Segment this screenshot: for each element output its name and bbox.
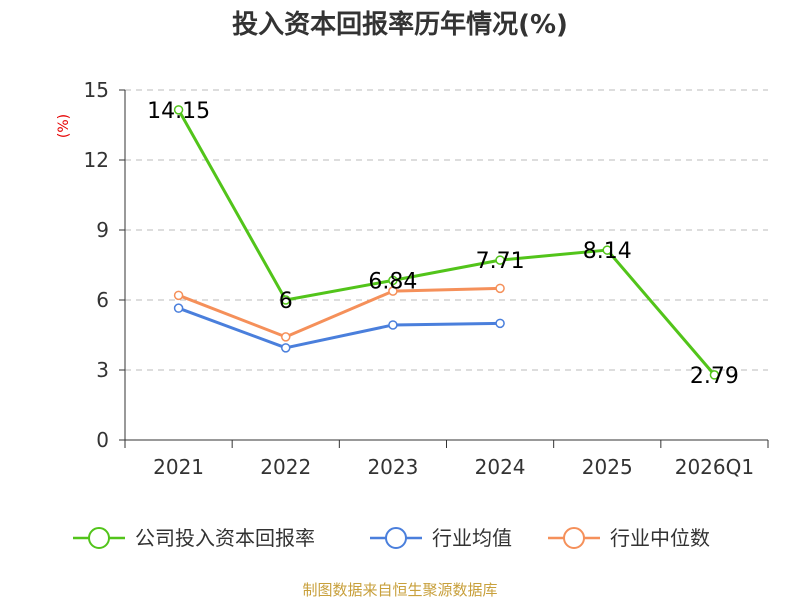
source-note: 制图数据来自恒生聚源数据库 [302,581,497,599]
data-point [281,332,291,342]
data-label: 2.79 [690,364,739,389]
x-tick-label: 2024 [475,455,526,479]
x-tick-label: 2023 [367,455,418,479]
data-point [281,295,291,305]
legend-item[interactable]: 公司投入资本回报率 [73,526,315,550]
legend-swatch-marker [88,527,110,549]
legend-item[interactable]: 行业中位数 [548,526,710,550]
legend-label: 行业中位数 [610,526,710,550]
series-line [177,109,716,376]
data-point [709,370,720,380]
data-label: 14.15 [147,99,210,124]
x-tick-label: 2026Q1 [675,455,754,479]
data-point [495,283,505,294]
y-tick-label: 6 [96,288,109,312]
data-label-layer: 14.15 6 6.84 7.71 8.14 2.79 [147,99,739,389]
axis-layer: 0 3 6 9 12 15 2021 2022 2023 2024 2025 2026Q1 [84,78,769,479]
data-label: 6 [279,289,293,314]
x-tick-label: 2022 [260,455,311,479]
data-point [495,318,505,329]
series-line [178,286,501,339]
data-point [281,343,291,353]
y-tick-label: 0 [96,428,109,452]
grid-layer [125,89,768,371]
y-tick-label: 15 [84,78,109,102]
legend-item[interactable]: 行业均值 [370,526,512,550]
data-point [388,320,398,330]
data-point [173,303,184,313]
data-point [602,245,612,255]
series-line [178,306,501,350]
data-point [388,275,398,286]
series-0 [173,105,720,380]
legend-swatch-marker [385,527,407,549]
data-point [388,286,398,296]
data-point [173,290,184,301]
series-1 [173,303,505,353]
y-axis-unit-label: (%) [56,114,72,138]
legend-swatch-marker [563,527,585,549]
x-tick-label: 2021 [153,455,204,479]
series-2 [173,283,505,342]
y-tick-label: 12 [84,148,109,172]
data-point [495,255,505,265]
y-tick-label: 3 [96,358,109,382]
series-layer [173,105,720,380]
data-label: 8.14 [583,239,632,264]
y-tick-label: 9 [96,218,109,242]
data-label: 7.71 [476,249,525,274]
data-point [173,105,184,115]
data-label: 6.84 [368,269,417,294]
legend-label: 行业均值 [432,526,512,550]
chart-title: 投入资本回报率历年情况(%) [232,9,568,40]
legend-label: 公司投入资本回报率 [135,526,315,550]
legend: 公司投入资本回报率 行业均值 行业中位数 [73,526,710,550]
x-tick-label: 2025 [582,455,633,479]
